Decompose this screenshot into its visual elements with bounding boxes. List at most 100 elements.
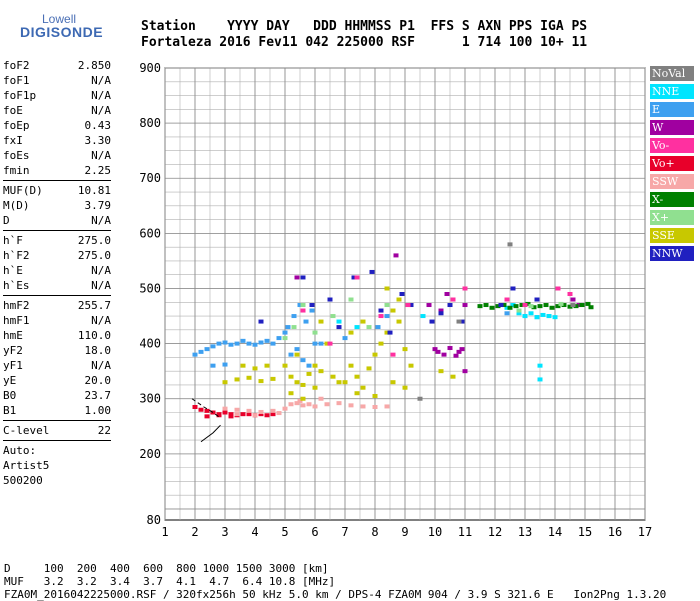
- data-point-x: [501, 303, 507, 308]
- param-row: hmF1 N/A: [3, 313, 111, 328]
- x-tick-label: 4: [251, 525, 258, 539]
- data-point-sse: [402, 385, 408, 390]
- data-point-ssw: [297, 398, 303, 403]
- y-tick-label: 700: [139, 171, 161, 185]
- data-point-x: [561, 303, 567, 308]
- param-row: M(D) 3.79: [3, 198, 111, 213]
- data-point-sse: [402, 347, 408, 352]
- data-point-e: [222, 362, 228, 367]
- logo-digisonde-text: DIGISONDE: [20, 24, 104, 40]
- data-point-e: [270, 341, 276, 346]
- data-point-ssw: [270, 408, 276, 413]
- data-point-x: [555, 304, 561, 309]
- param-name: B0: [3, 389, 17, 402]
- data-point-x: [483, 303, 489, 308]
- data-point-vo: [390, 352, 396, 357]
- data-point-nne: [546, 314, 552, 319]
- logo-lowell-text: Lowell: [42, 12, 77, 26]
- data-point-vo: [264, 413, 270, 418]
- data-point-nne: [540, 312, 546, 317]
- data-point-nne: [537, 377, 543, 382]
- data-point-vo: [210, 410, 216, 415]
- data-point-sse: [360, 385, 366, 390]
- data-point-w: [459, 347, 465, 352]
- data-point-e: [291, 314, 297, 319]
- distance-row: D 100 200 400 600 800 1000 1500 3000 [km…: [4, 562, 329, 575]
- data-point-sse: [306, 371, 312, 376]
- data-point-vo: [405, 303, 411, 308]
- legend-item-vo: Vo+: [650, 156, 694, 171]
- data-point-vo: [258, 412, 264, 417]
- data-point-x: [489, 305, 495, 310]
- data-point-e: [228, 342, 234, 347]
- data-point-nnw: [327, 297, 333, 302]
- data-point-w: [447, 346, 453, 351]
- param-row: fxI 3.30: [3, 133, 111, 148]
- data-point-x: [366, 325, 372, 330]
- digisonde-logo: Lowell DIGISONDE: [6, 6, 126, 46]
- data-point-w: [570, 297, 576, 302]
- param-value: N/A: [91, 214, 111, 227]
- data-point-x: [495, 304, 501, 309]
- legend-item-vo: Vo-: [650, 138, 694, 153]
- data-point-x: [507, 305, 513, 310]
- x-tick-label: 12: [488, 525, 502, 539]
- data-point-e: [342, 336, 348, 341]
- params-separator: [3, 230, 111, 231]
- data-point-nnw: [498, 303, 504, 308]
- data-point-sse: [348, 330, 354, 335]
- data-point-w: [576, 303, 582, 308]
- data-point-sse: [354, 374, 360, 379]
- data-point-e: [192, 352, 198, 357]
- muf-row: MUF 3.2 3.2 3.4 3.7 4.1 4.7 6.4 10.8 [MH…: [4, 575, 336, 588]
- data-point-sse: [240, 363, 246, 368]
- data-point-x: [282, 336, 288, 341]
- data-point-nne: [534, 315, 540, 320]
- data-point-sse: [372, 393, 378, 398]
- param-value: 23.7: [84, 389, 112, 402]
- data-point-ssw: [282, 406, 288, 411]
- data-point-x: [528, 304, 534, 309]
- param-name: fxI: [3, 134, 23, 147]
- data-point-nnw: [387, 330, 393, 335]
- data-point-x: [348, 297, 354, 302]
- legend-item-sse: SSE: [650, 228, 694, 243]
- footer-info: D 100 200 400 600 800 1000 1500 3000 [km…: [4, 562, 666, 601]
- param-name: foE: [3, 104, 23, 117]
- data-point-sse: [408, 363, 414, 368]
- data-point-sse: [288, 391, 294, 396]
- param-row: MUF(D) 10.81: [3, 183, 111, 198]
- data-point-nnw: [510, 286, 516, 291]
- data-point-x: [516, 308, 522, 313]
- param-row: foF1 N/A: [3, 73, 111, 88]
- x-tick-label: 7: [341, 525, 348, 539]
- data-point-nne: [516, 311, 522, 316]
- data-point-vo: [504, 297, 510, 302]
- data-point-sse: [348, 363, 354, 368]
- data-point-sse: [396, 319, 402, 324]
- legend-item-e: E: [650, 102, 694, 117]
- data-point-e: [234, 341, 240, 346]
- data-point-sse: [354, 391, 360, 396]
- data-point-sse: [288, 374, 294, 379]
- data-point-sse: [300, 396, 306, 401]
- legend-item-x: X+: [650, 210, 694, 225]
- data-point-sse: [222, 380, 228, 385]
- param-row: yF1 N/A: [3, 358, 111, 373]
- data-point-ssw: [324, 402, 330, 407]
- data-point-x: [531, 305, 537, 310]
- data-point-sse: [384, 286, 390, 291]
- data-point-sse: [450, 374, 456, 379]
- param-name: yF1: [3, 359, 23, 372]
- legend-item-nnw: NNW: [650, 246, 694, 261]
- data-point-e: [222, 340, 228, 345]
- data-point-vo: [198, 407, 204, 412]
- data-point-w: [294, 275, 300, 280]
- data-point-sse: [396, 297, 402, 302]
- data-point-vo: [216, 413, 222, 418]
- param-value: 110.0: [77, 329, 111, 342]
- param-value: 3.30: [84, 134, 112, 147]
- data-point-e: [216, 341, 222, 346]
- param-row: hmE 110.0: [3, 328, 111, 343]
- data-point-sse: [390, 380, 396, 385]
